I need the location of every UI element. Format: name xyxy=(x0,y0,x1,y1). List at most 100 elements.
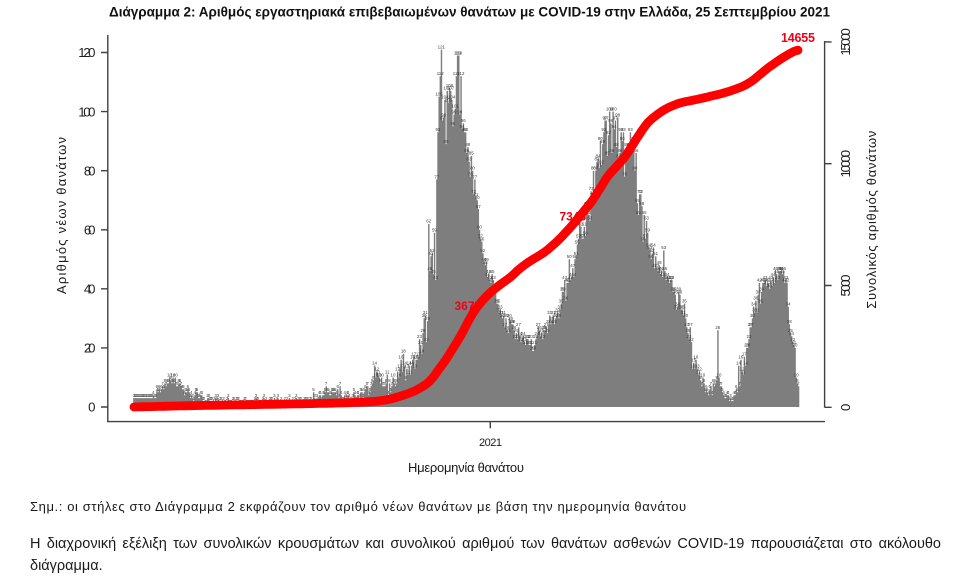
svg-text:93: 93 xyxy=(621,127,626,132)
svg-text:11: 11 xyxy=(376,369,381,374)
svg-text:2: 2 xyxy=(219,396,222,401)
svg-text:4: 4 xyxy=(734,390,737,395)
svg-text:7: 7 xyxy=(325,381,328,386)
svg-text:3: 3 xyxy=(725,393,728,398)
svg-text:2: 2 xyxy=(306,396,309,401)
svg-text:9: 9 xyxy=(699,375,702,380)
svg-text:63: 63 xyxy=(587,216,592,221)
svg-text:30: 30 xyxy=(507,313,512,318)
svg-text:5: 5 xyxy=(324,387,327,392)
svg-text:50: 50 xyxy=(567,254,572,259)
svg-text:43: 43 xyxy=(433,275,438,280)
svg-text:3: 3 xyxy=(255,393,258,398)
svg-text:12: 12 xyxy=(395,366,400,371)
svg-text:21: 21 xyxy=(523,340,528,345)
svg-text:3: 3 xyxy=(133,393,136,398)
svg-text:14: 14 xyxy=(743,360,748,365)
svg-text:28: 28 xyxy=(548,319,553,324)
svg-text:60: 60 xyxy=(84,223,96,238)
svg-text:4: 4 xyxy=(200,390,203,395)
svg-text:7: 7 xyxy=(384,381,387,386)
svg-text:62: 62 xyxy=(426,219,431,224)
svg-text:2: 2 xyxy=(283,396,286,401)
svg-text:10: 10 xyxy=(391,372,396,377)
svg-text:47: 47 xyxy=(652,263,657,268)
svg-text:16: 16 xyxy=(693,355,698,360)
svg-text:38: 38 xyxy=(756,290,761,295)
svg-text:22: 22 xyxy=(790,337,795,342)
svg-text:35: 35 xyxy=(559,298,564,303)
svg-text:72: 72 xyxy=(638,189,643,194)
svg-text:3: 3 xyxy=(344,393,347,398)
svg-text:5: 5 xyxy=(327,387,330,392)
svg-text:11: 11 xyxy=(406,369,411,374)
svg-text:3: 3 xyxy=(316,393,319,398)
svg-text:99: 99 xyxy=(452,109,457,114)
svg-text:9: 9 xyxy=(715,375,718,380)
svg-text:9: 9 xyxy=(169,375,172,380)
svg-text:8: 8 xyxy=(166,378,169,383)
svg-text:23: 23 xyxy=(513,334,518,339)
svg-text:21: 21 xyxy=(528,340,533,345)
svg-text:3: 3 xyxy=(273,393,276,398)
svg-text:97: 97 xyxy=(440,115,445,120)
svg-text:50: 50 xyxy=(649,254,654,259)
svg-text:8: 8 xyxy=(164,378,167,383)
svg-text:12: 12 xyxy=(374,366,379,371)
svg-text:35: 35 xyxy=(495,298,500,303)
svg-text:2: 2 xyxy=(210,396,213,401)
svg-text:2: 2 xyxy=(222,396,225,401)
svg-text:5: 5 xyxy=(186,387,189,392)
svg-text:2: 2 xyxy=(256,396,259,401)
svg-text:34: 34 xyxy=(675,301,680,306)
svg-text:46: 46 xyxy=(427,266,432,271)
svg-text:44: 44 xyxy=(771,272,776,277)
svg-text:14: 14 xyxy=(372,360,377,365)
svg-text:4: 4 xyxy=(323,390,326,395)
svg-text:82: 82 xyxy=(599,160,604,165)
svg-text:8: 8 xyxy=(393,378,396,383)
svg-text:80: 80 xyxy=(593,166,598,171)
svg-text:44: 44 xyxy=(660,272,665,277)
svg-text:35: 35 xyxy=(758,298,763,303)
svg-text:2: 2 xyxy=(728,396,731,401)
svg-text:Διάγραμμα 2: Αριθμός εργαστηρι: Διάγραμμα 2: Αριθμός εργαστηριακά επιβεβ… xyxy=(109,4,830,19)
svg-text:36: 36 xyxy=(563,296,568,301)
svg-text:32: 32 xyxy=(555,307,560,312)
svg-text:7: 7 xyxy=(391,381,394,386)
svg-text:43: 43 xyxy=(666,275,671,280)
svg-text:101: 101 xyxy=(452,103,460,108)
svg-text:84: 84 xyxy=(616,154,621,159)
svg-text:93: 93 xyxy=(463,127,468,132)
svg-text:46: 46 xyxy=(655,266,660,271)
svg-text:20: 20 xyxy=(793,343,798,348)
svg-text:24: 24 xyxy=(517,331,522,336)
svg-text:3: 3 xyxy=(206,393,209,398)
svg-text:3: 3 xyxy=(348,393,351,398)
svg-text:93: 93 xyxy=(601,127,606,132)
svg-text:8: 8 xyxy=(796,378,799,383)
svg-text:5: 5 xyxy=(389,387,392,392)
svg-text:30: 30 xyxy=(553,313,558,318)
svg-text:107: 107 xyxy=(443,86,451,91)
svg-text:3: 3 xyxy=(295,393,298,398)
svg-text:2: 2 xyxy=(237,396,240,401)
svg-text:54: 54 xyxy=(651,242,656,247)
svg-text:86: 86 xyxy=(634,148,639,153)
svg-text:57: 57 xyxy=(478,233,483,238)
svg-text:2: 2 xyxy=(257,396,260,401)
svg-text:30: 30 xyxy=(556,313,561,318)
svg-text:2: 2 xyxy=(215,396,218,401)
svg-text:39: 39 xyxy=(676,287,681,292)
svg-text:5: 5 xyxy=(334,387,337,392)
svg-text:93: 93 xyxy=(435,127,440,132)
svg-text:61: 61 xyxy=(578,222,583,227)
svg-text:2: 2 xyxy=(243,396,246,401)
svg-text:51: 51 xyxy=(574,251,579,256)
svg-text:3: 3 xyxy=(139,393,142,398)
svg-text:31: 31 xyxy=(554,310,559,315)
svg-text:43: 43 xyxy=(775,275,780,280)
svg-text:6: 6 xyxy=(735,384,738,389)
svg-text:5: 5 xyxy=(312,387,315,392)
svg-text:119: 119 xyxy=(455,50,463,55)
